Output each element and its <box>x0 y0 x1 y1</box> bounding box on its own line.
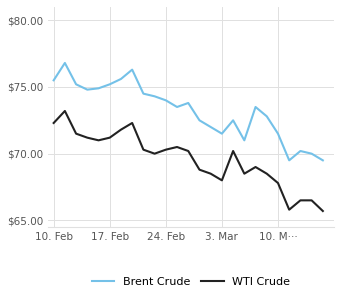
Brent Crude <box>197 118 202 122</box>
WTI Crude <box>164 148 168 152</box>
Brent Crude <box>310 152 314 155</box>
WTI Crude <box>108 136 112 140</box>
WTI Crude <box>209 172 213 175</box>
Brent Crude <box>253 105 257 109</box>
Brent Crude <box>276 132 280 136</box>
Brent Crude <box>108 82 112 86</box>
WTI Crude <box>310 199 314 202</box>
WTI Crude <box>287 208 291 211</box>
Brent Crude <box>130 68 134 71</box>
Brent Crude <box>74 82 78 86</box>
Line: Brent Crude: Brent Crude <box>54 63 323 160</box>
WTI Crude <box>253 165 257 169</box>
WTI Crude <box>152 152 157 155</box>
Brent Crude <box>51 79 56 82</box>
Brent Crude <box>63 61 67 65</box>
Brent Crude <box>164 98 168 102</box>
Brent Crude <box>242 139 247 142</box>
WTI Crude <box>321 209 325 213</box>
WTI Crude <box>119 128 123 131</box>
Brent Crude <box>209 125 213 129</box>
Brent Crude <box>265 115 269 118</box>
Brent Crude <box>119 77 123 81</box>
WTI Crude <box>74 132 78 136</box>
WTI Crude <box>175 145 179 149</box>
WTI Crude <box>51 121 56 125</box>
Brent Crude <box>97 86 101 90</box>
WTI Crude <box>220 178 224 182</box>
WTI Crude <box>97 139 101 142</box>
Line: WTI Crude: WTI Crude <box>54 111 323 211</box>
WTI Crude <box>298 199 302 202</box>
Brent Crude <box>231 118 235 122</box>
Brent Crude <box>287 158 291 162</box>
WTI Crude <box>141 148 145 152</box>
WTI Crude <box>85 136 89 140</box>
Brent Crude <box>186 101 190 105</box>
Brent Crude <box>321 158 325 162</box>
Brent Crude <box>152 94 157 98</box>
WTI Crude <box>276 181 280 185</box>
Brent Crude <box>220 132 224 136</box>
Brent Crude <box>141 92 145 95</box>
Brent Crude <box>85 88 89 92</box>
WTI Crude <box>186 149 190 153</box>
WTI Crude <box>231 149 235 153</box>
Brent Crude <box>175 105 179 109</box>
WTI Crude <box>130 121 134 125</box>
Brent Crude <box>298 149 302 153</box>
WTI Crude <box>197 168 202 172</box>
WTI Crude <box>242 172 247 175</box>
WTI Crude <box>63 109 67 113</box>
Legend: Brent Crude, WTI Crude: Brent Crude, WTI Crude <box>87 272 295 291</box>
WTI Crude <box>265 172 269 175</box>
